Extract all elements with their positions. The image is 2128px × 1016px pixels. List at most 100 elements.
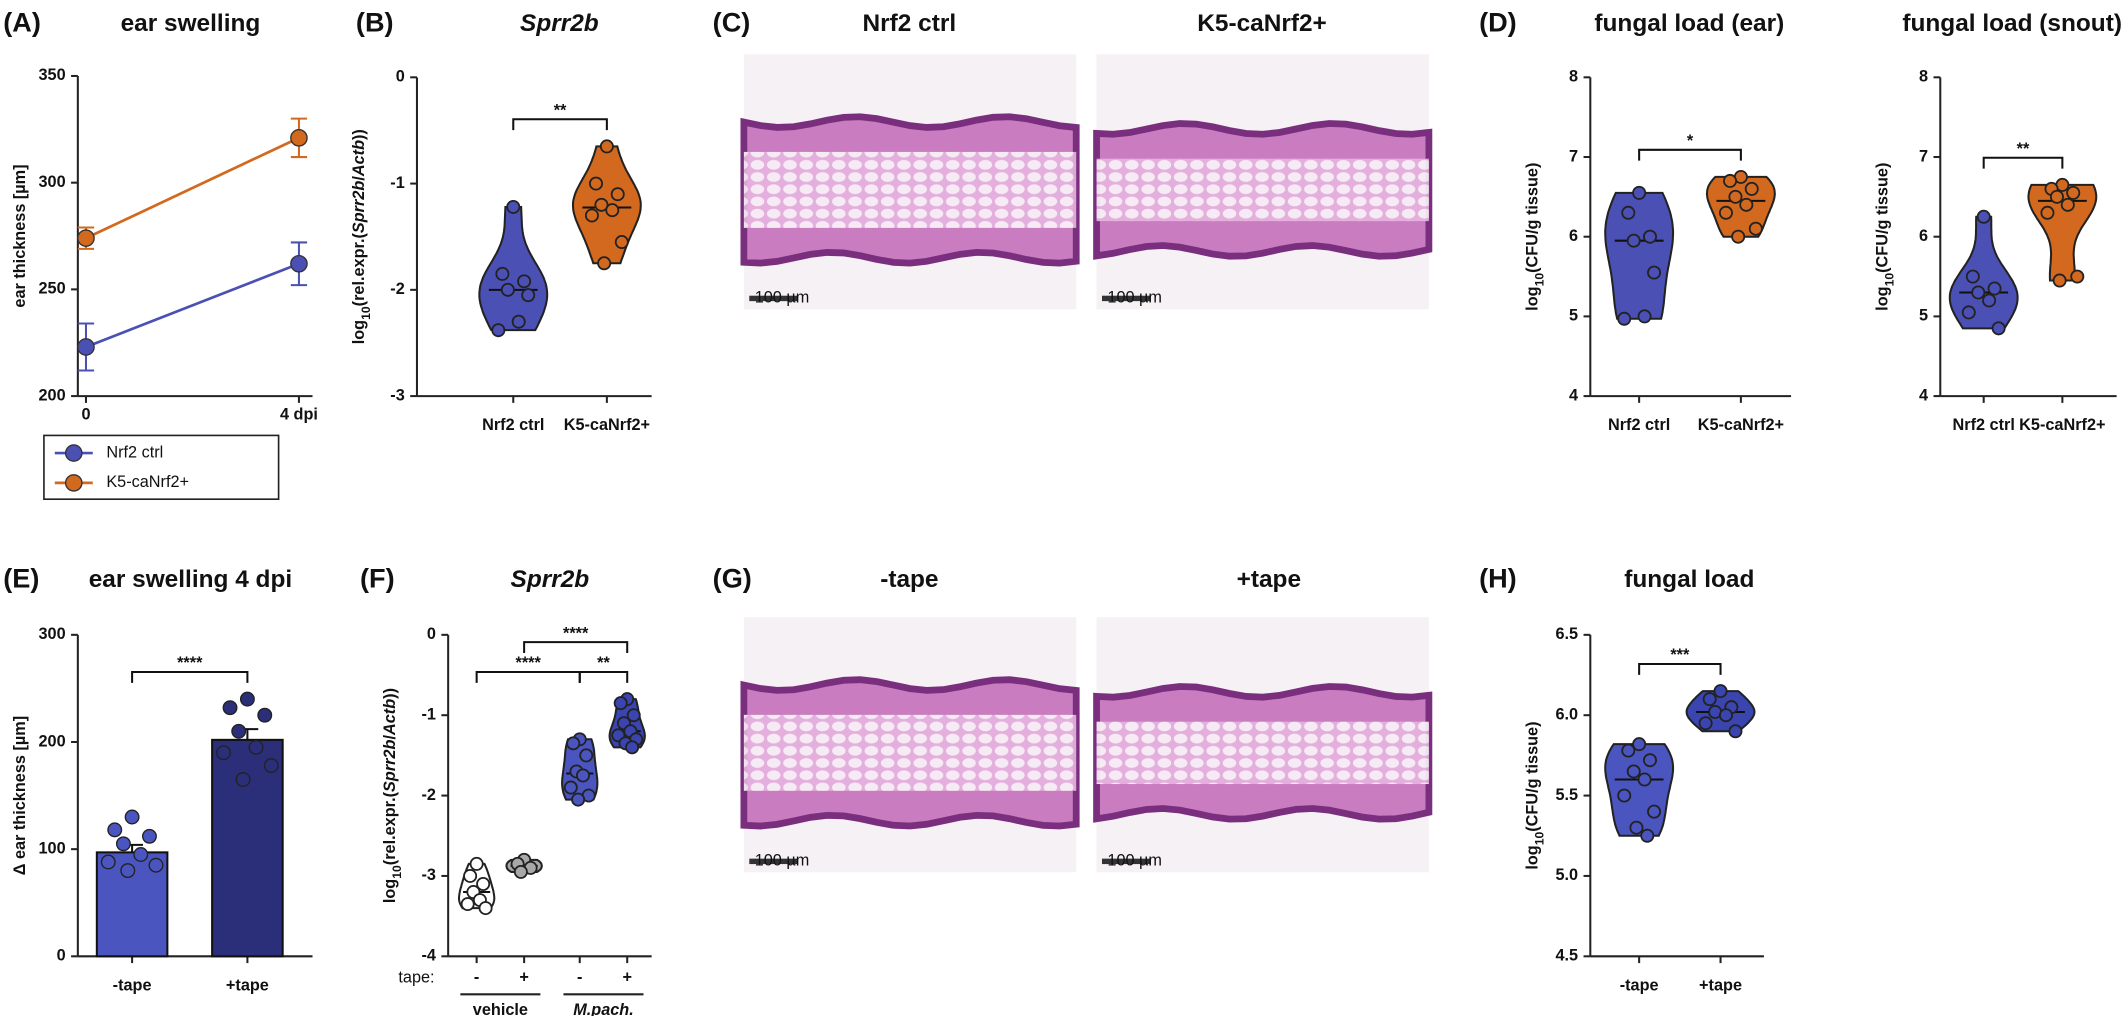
point <box>576 768 590 783</box>
x-tick-label: - <box>474 968 479 986</box>
point <box>1728 724 1743 739</box>
significance-bracket <box>1638 662 1722 675</box>
y-tick-label: 8 <box>1569 68 1578 86</box>
panel-label: (H) <box>1479 563 1517 594</box>
chart-title: Sprr2b <box>520 10 599 37</box>
y-axis-label-part: log <box>381 879 399 903</box>
point <box>257 707 273 723</box>
point <box>610 187 625 202</box>
point <box>1723 173 1738 188</box>
point <box>511 314 526 329</box>
y-axis-label: log10(rel.expr.(Sprr2b/Actb)) <box>381 688 404 903</box>
point <box>517 274 532 289</box>
point <box>2060 197 2075 212</box>
y-axis-label-part: 10 <box>359 306 373 320</box>
y-tick-label: 5 <box>1919 307 1928 325</box>
point <box>1643 229 1657 244</box>
point <box>1718 205 1733 220</box>
x-tick-label: 0 <box>81 405 90 423</box>
chart-title: ear swelling 4 dpi <box>89 566 292 593</box>
point <box>1643 753 1657 768</box>
y-tick-label: 6.0 <box>1555 705 1578 723</box>
point <box>120 863 136 879</box>
x-tick-label: Nrf2 ctrl <box>1608 416 1670 434</box>
y-tick-label: -4 <box>421 947 435 965</box>
y-axis-label-part: Actb <box>350 140 368 177</box>
significance-label: **** <box>563 624 589 642</box>
point <box>613 696 628 711</box>
point <box>469 856 484 871</box>
point <box>1731 229 1746 244</box>
point <box>77 338 95 356</box>
chart-title: fungal load (ear) <box>1594 10 1784 37</box>
x-tick-label: - <box>577 968 582 986</box>
point <box>1617 788 1632 803</box>
point <box>1637 309 1652 324</box>
legend-box <box>43 434 280 500</box>
y-tick-label: -3 <box>390 386 404 404</box>
y-axis-label-part: log <box>350 320 368 344</box>
point <box>263 758 279 774</box>
legend-label: Nrf2 ctrl <box>106 443 163 461</box>
y-axis-label: log10(CFU/g tissue) <box>1524 721 1547 869</box>
point <box>1640 828 1655 843</box>
point <box>571 792 586 807</box>
point <box>2049 189 2064 204</box>
point <box>521 288 536 303</box>
y-tick-label: 4 <box>1919 386 1928 404</box>
y-tick-label: 200 <box>38 386 65 404</box>
y-axis-label-part: ear thickness [µm] <box>11 164 29 307</box>
violin <box>1604 191 1675 320</box>
y-tick-label: 0 <box>427 625 436 643</box>
group-label: vehicle <box>473 1001 528 1016</box>
significance-label: **** <box>516 654 542 672</box>
scale-label: 100 µm <box>755 289 810 307</box>
significance-bracket <box>1638 148 1742 161</box>
point <box>597 256 612 271</box>
point <box>1626 764 1641 779</box>
series-line <box>85 136 300 240</box>
scale-bar <box>749 858 799 865</box>
y-axis-label-part: Actb <box>381 699 399 736</box>
point <box>2052 273 2067 288</box>
y-tick-label: 7 <box>1919 147 1928 165</box>
scale-bar <box>749 295 799 302</box>
chart-title: fungal load <box>1624 566 1754 593</box>
point <box>1976 209 1991 224</box>
point <box>216 745 231 761</box>
point <box>513 864 528 879</box>
x-tick-label: + <box>519 968 529 986</box>
significance-bracket <box>578 670 629 683</box>
significance-label: *** <box>1670 646 1690 664</box>
point <box>1982 293 1997 308</box>
y-tick-label: 5.5 <box>1555 786 1578 804</box>
point <box>1965 269 1980 284</box>
violin <box>478 205 549 332</box>
point <box>1971 285 1986 300</box>
y-tick-label: -3 <box>421 866 435 884</box>
point <box>495 266 510 281</box>
point <box>478 901 493 916</box>
y-axis-label-part: (CFU/g tissue) <box>1524 721 1542 831</box>
y-axis-label-part: (rel.expr.( <box>350 233 368 307</box>
significance-bracket <box>512 118 608 131</box>
image-title: -tape <box>880 566 938 593</box>
y-axis-label: log10(rel.expr.(Sprr2b/Actb)) <box>350 129 373 344</box>
y-tick-label: 7 <box>1569 147 1578 165</box>
point <box>1621 743 1636 758</box>
adipose <box>743 151 1077 228</box>
category-label: tape: <box>398 968 434 986</box>
significance-label: ** <box>2017 140 2030 158</box>
point <box>239 691 255 707</box>
y-tick-label: 6 <box>1919 227 1928 245</box>
x-tick-label: K5-caNrf2+ <box>1698 416 1784 434</box>
y-tick-label: -1 <box>390 174 404 192</box>
x-tick-label: +tape <box>1699 976 1742 994</box>
point <box>594 197 609 212</box>
panel-label: (G) <box>713 563 752 594</box>
significance-bracket <box>523 641 629 654</box>
x-tick-label: Nrf2 ctrl <box>482 416 544 434</box>
y-tick-label: 250 <box>38 280 65 298</box>
point <box>2070 269 2085 284</box>
y-axis-label: ear thickness [µm] <box>11 164 29 307</box>
